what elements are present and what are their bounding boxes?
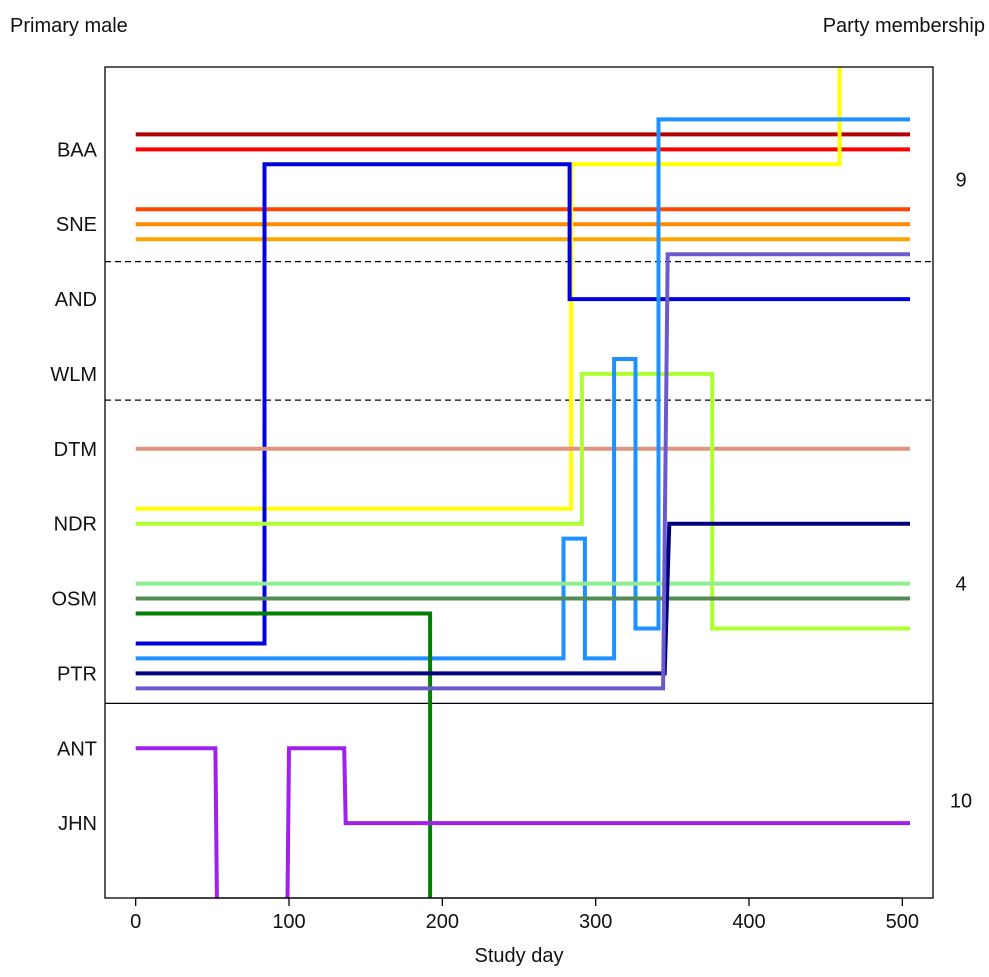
left-header: Primary male xyxy=(10,15,128,37)
series-line xyxy=(135,371,910,631)
x-tick-label: 0 xyxy=(130,911,141,933)
x-tick-label: 100 xyxy=(272,911,305,933)
y-tick-label: WLM xyxy=(50,364,97,386)
party-label: 10 xyxy=(950,791,972,813)
series-line xyxy=(285,746,910,898)
x-tick-label: 300 xyxy=(579,911,612,933)
y-tick-label: DTM xyxy=(54,439,97,461)
x-tick-label: 400 xyxy=(732,911,765,933)
party-label: 4 xyxy=(955,574,966,596)
y-tick-label: AND xyxy=(55,289,97,311)
party-label: 9 xyxy=(955,169,966,191)
series-line xyxy=(135,252,910,691)
y-tick-label: PTR xyxy=(57,663,97,685)
series-line xyxy=(135,521,910,676)
y-tick-label: JHN xyxy=(58,813,97,835)
y-tick-label: NDR xyxy=(54,514,97,536)
y-axis: BAA SNE AND WLM DTM NDR OSM PTR ANT JHN xyxy=(50,139,97,835)
separators xyxy=(105,261,933,704)
series-group xyxy=(135,67,910,898)
y-tick-label: ANT xyxy=(57,738,97,760)
series-line xyxy=(135,162,910,646)
y-tick-label: BAA xyxy=(57,139,98,161)
series-line xyxy=(135,117,910,661)
plot-frame xyxy=(104,66,934,899)
x-tick-label: 500 xyxy=(886,911,919,933)
x-axis-title: Study day xyxy=(475,945,564,967)
series-line xyxy=(135,746,219,898)
party-labels: 9 4 10 xyxy=(950,169,972,812)
x-tick-label: 200 xyxy=(426,911,459,933)
right-header: Party membership xyxy=(823,15,985,37)
y-tick-label: OSM xyxy=(51,589,97,611)
plot-area xyxy=(104,66,934,899)
series-line xyxy=(135,611,433,898)
x-axis: 0 100 200 300 400 500 xyxy=(130,897,919,933)
y-tick-label: SNE xyxy=(56,214,97,236)
